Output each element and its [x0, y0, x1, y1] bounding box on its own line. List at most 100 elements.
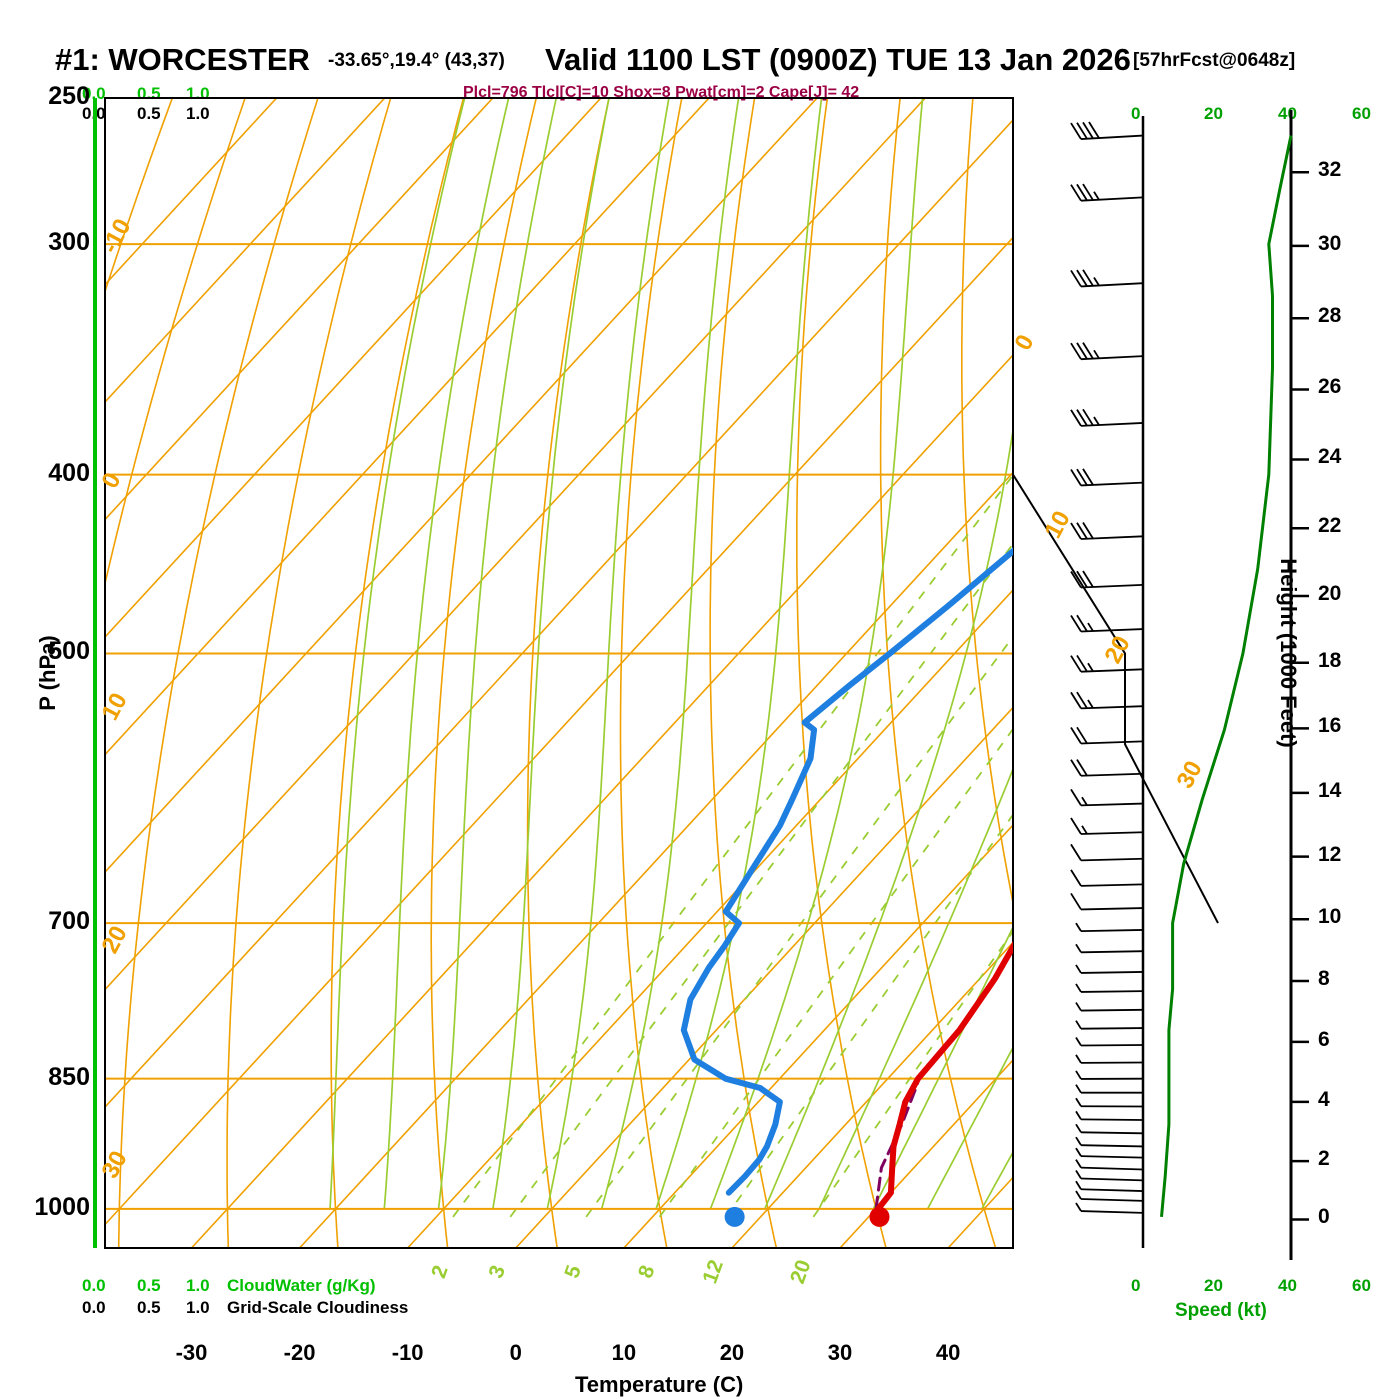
wind-barb [1075, 1020, 1144, 1030]
height-tick-24: 24 [1318, 445, 1342, 469]
cloudwater-tick-bot-1: 0.5 [137, 1276, 161, 1295]
wind-barb [1070, 892, 1144, 911]
cloudwater-tick-bot-0: 0.0 [82, 1276, 106, 1295]
cloudiness-axis-label: Grid-Scale Cloudiness [227, 1298, 409, 1317]
wind-barb [1075, 1147, 1144, 1159]
mixing-ratio-label: 3 [484, 1262, 510, 1281]
height-tick-12: 12 [1318, 842, 1342, 866]
height-tick-10: 10 [1318, 905, 1342, 929]
height-tick-6: 6 [1318, 1027, 1330, 1051]
wind-barb [1075, 1136, 1144, 1148]
height-tick-20: 20 [1318, 582, 1342, 606]
forecast-stamp: [57hrFcst@0648z] [1133, 50, 1296, 71]
temperature-tick-10: 10 [611, 1340, 637, 1365]
mixing-ratio-label: 12 [698, 1257, 728, 1287]
cloudwater-tick-bot-2: 1.0 [186, 1276, 210, 1295]
isobars [105, 97, 1013, 1210]
dry-adiabat-label-right: 30 [1171, 757, 1207, 793]
mixing-ratio-label: 20 [786, 1257, 816, 1287]
surface-dewpoint-marker [724, 1206, 745, 1227]
wind-barb [1075, 1110, 1144, 1121]
height-tick-32: 32 [1318, 158, 1342, 182]
surface-temperature-marker [869, 1206, 890, 1227]
wind-barb [1070, 817, 1144, 835]
dewpoint-trace [680, 547, 1013, 1196]
temperature-tick-20: 20 [719, 1340, 745, 1365]
mixing-ratio-lines [452, 473, 1013, 1218]
temperature-tick-30: 30 [827, 1340, 853, 1365]
dry-adiabat-label-left: 10 [96, 689, 132, 725]
cloudiness-tick-bot-1: 0.5 [137, 1298, 161, 1317]
wind-barb [1070, 691, 1144, 710]
cloudiness-tick-top-2: 1.0 [186, 104, 210, 123]
temperature-axis-label: Temperature (C) [575, 1372, 744, 1397]
speed-tick-bot-3: 60 [1352, 1276, 1371, 1295]
sounding-parameters: Plcl=796 Tlcl[C]=10 Shox=8 Pwat[cm]=2 Ca… [463, 84, 860, 101]
wind-barb [1070, 614, 1144, 633]
wind-barb [1070, 468, 1144, 487]
speed-tick-top-1: 20 [1204, 104, 1223, 123]
mixing-ratio-label: 2 [427, 1262, 453, 1281]
wind-barb [1075, 1159, 1144, 1171]
valid-time: Valid 1100 LST (0900Z) TUE 13 Jan 2026 [545, 42, 1131, 77]
height-tick-4: 4 [1318, 1087, 1330, 1111]
temperature-tick-0: 0 [509, 1340, 522, 1365]
dry-adiabat-label-right: 20 [1099, 632, 1135, 668]
wind-barb [1075, 1036, 1144, 1047]
speed-axis-label: Speed (kt) [1175, 1300, 1267, 1321]
wind-barb [1070, 788, 1144, 807]
wind-barb [1070, 726, 1144, 745]
dry-adiabat-label-left: 30 [96, 1147, 132, 1183]
temperature-tick--20: -20 [283, 1340, 316, 1365]
height-tick-30: 30 [1318, 231, 1342, 255]
pressure-tick-250: 250 [48, 82, 90, 110]
wind-barb [1075, 922, 1144, 933]
pressure-tick-400: 400 [48, 458, 90, 487]
wind-barb [1075, 964, 1144, 974]
pressure-tick-850: 850 [48, 1062, 90, 1091]
wind-barbs [1070, 121, 1144, 1214]
wind-barb [1070, 869, 1144, 887]
cloudiness-tick-bot-0: 0.0 [82, 1298, 106, 1317]
moist-adiabats [329, 98, 1013, 1210]
height-tick-28: 28 [1318, 304, 1342, 328]
temperature-trace [875, 940, 1013, 1212]
station-coordinates: -33.65°,19.4° (43,37) [328, 50, 505, 71]
dry-adiabat-label-right: 10 [1039, 507, 1075, 543]
speed-tick-top-0: 0 [1131, 104, 1141, 123]
speed-tick-bot-2: 40 [1278, 1276, 1297, 1295]
wind-barb [1075, 1084, 1143, 1094]
wind-speed-profile [1160, 135, 1293, 1218]
wind-barb [1070, 570, 1144, 589]
temperature-tick--10: -10 [391, 1340, 424, 1365]
cloudwater-tick-top-0: 0.0 [82, 84, 106, 103]
pressure-tick-1000: 1000 [34, 1192, 90, 1221]
cloudwater-axis-label: CloudWater (g/Kg) [227, 1276, 376, 1295]
dry-adiabat-label-left: 0 [96, 468, 126, 492]
pressure-tick-500: 500 [48, 637, 90, 666]
pressure-tick-700: 700 [48, 907, 90, 936]
wind-barb [1070, 121, 1144, 140]
wind-barb [1075, 1202, 1144, 1214]
wind-barb [1075, 1190, 1144, 1202]
wind-barb [1075, 1054, 1144, 1064]
wind-barb [1075, 1097, 1144, 1108]
speed-tick-bot-0: 0 [1131, 1276, 1141, 1295]
wind-barb [1070, 759, 1144, 777]
height-tick-8: 8 [1318, 967, 1330, 991]
wind-barb [1070, 183, 1144, 202]
surface-markers [724, 1206, 890, 1227]
height-tick-14: 14 [1318, 778, 1342, 802]
temperature-tick-40: 40 [935, 1340, 961, 1365]
height-tick-18: 18 [1318, 648, 1342, 672]
height-tick-16: 16 [1318, 714, 1342, 738]
pressure-tick-300: 300 [48, 228, 90, 257]
background-grid [105, 98, 1013, 1248]
wind-barb [1075, 943, 1144, 954]
temperature-tick--30: -30 [175, 1340, 208, 1365]
wind-barb [1070, 522, 1144, 540]
wind-barb [1070, 269, 1144, 288]
wind-barb [1070, 654, 1144, 673]
